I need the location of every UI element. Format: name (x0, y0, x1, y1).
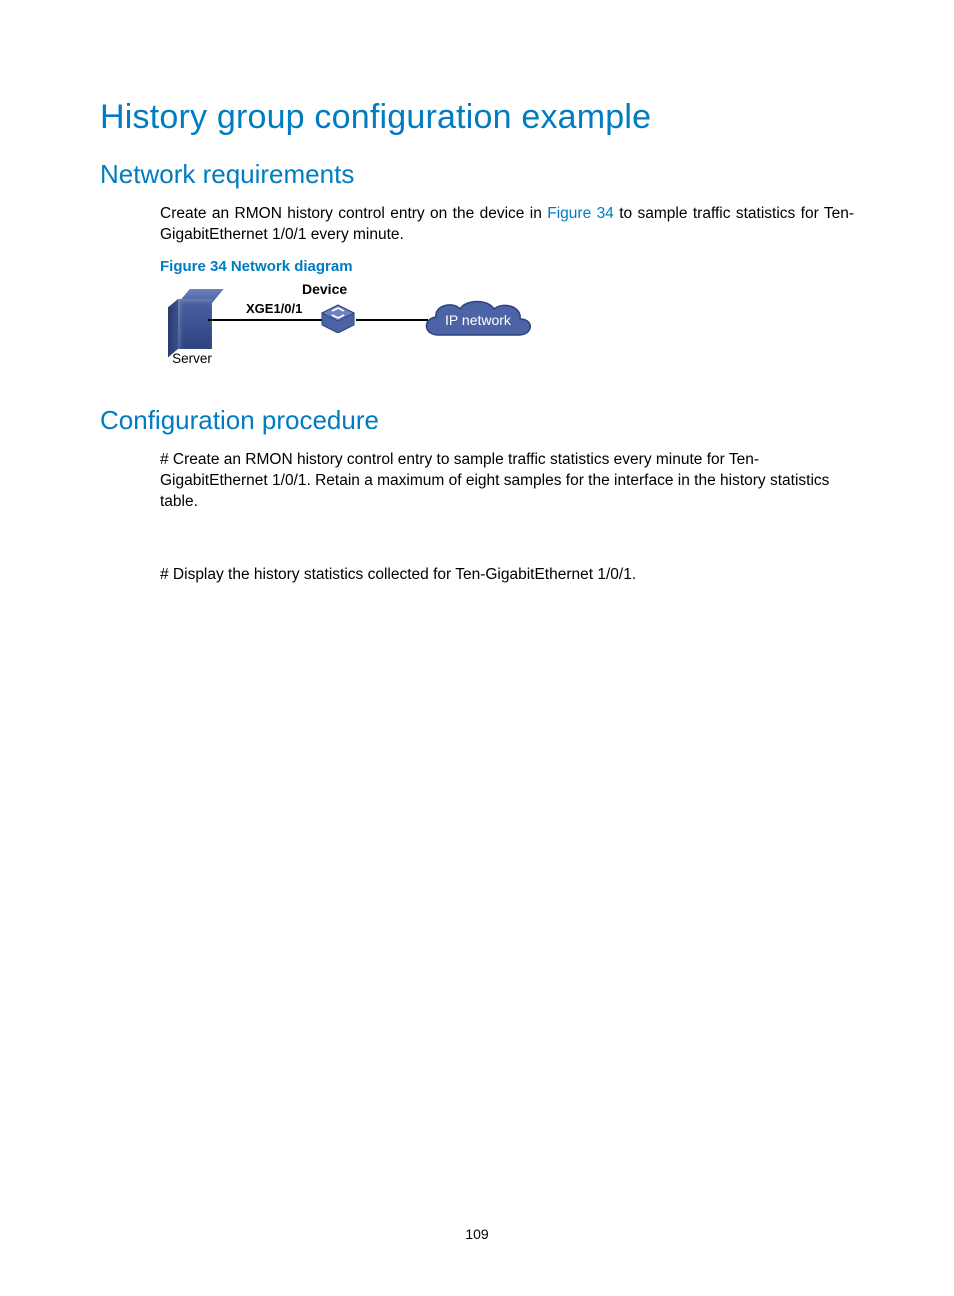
link-server-device (208, 319, 328, 321)
section-heading-configuration-procedure: Configuration procedure (100, 405, 854, 436)
cloud-label: IP network (418, 295, 538, 345)
confproc-para-1: # Create an RMON history control entry t… (160, 450, 854, 513)
spacer (160, 519, 854, 565)
server-label: Server (160, 351, 224, 366)
page: History group configuration example Netw… (0, 0, 954, 1296)
network-requirements-body: Create an RMON history control entry on … (160, 204, 854, 377)
cloud-icon: IP network (418, 295, 538, 345)
port-label: XGE1/0/1 (244, 301, 304, 316)
page-number: 109 (0, 1226, 954, 1242)
netreq-paragraph: Create an RMON history control entry on … (160, 204, 854, 246)
network-diagram: Server XGE1/0/1 Device IP network (160, 281, 540, 377)
server-icon (168, 289, 212, 347)
page-title: History group configuration example (100, 98, 854, 137)
figure-link[interactable]: Figure 34 (547, 205, 614, 222)
configuration-procedure-body: # Create an RMON history control entry t… (160, 450, 854, 586)
figure-caption: Figure 34 Network diagram (160, 258, 854, 275)
netreq-text-pre: Create an RMON history control entry on … (160, 205, 547, 222)
switch-icon (318, 301, 358, 333)
section-heading-network-requirements: Network requirements (100, 159, 854, 190)
device-label: Device (302, 281, 347, 297)
confproc-para-2: # Display the history statistics collect… (160, 565, 854, 586)
